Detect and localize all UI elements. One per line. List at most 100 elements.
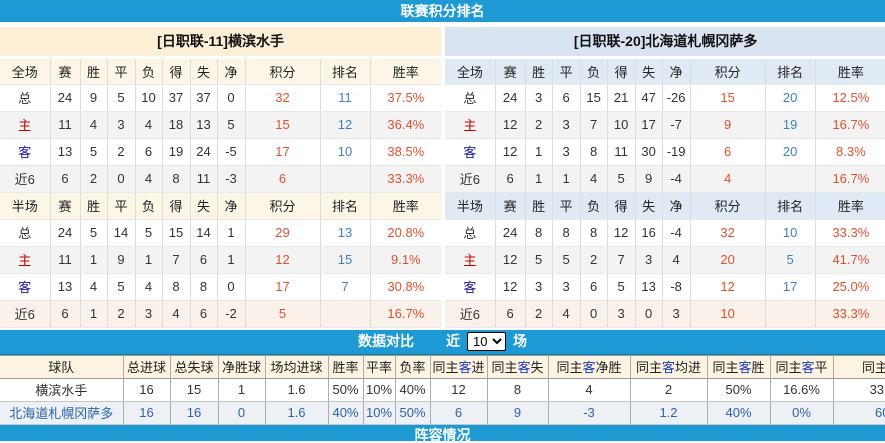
column-header: 净	[217, 192, 246, 220]
stat-cell: 18	[162, 111, 191, 139]
column-header: 积分	[690, 192, 766, 220]
stat-cell: 7	[162, 246, 191, 274]
stat-cell: 6	[552, 84, 581, 112]
stat-cell: 17	[635, 111, 663, 139]
stat-cell: 15	[320, 246, 371, 274]
stat-cell: 12	[320, 111, 371, 139]
column-header: 平	[552, 192, 581, 220]
stat-cell: 11	[320, 84, 371, 112]
games-count-select[interactable]: 10	[467, 332, 506, 351]
compare-cell: 16	[123, 401, 171, 425]
column-header: 平	[107, 57, 136, 85]
column-header: 负	[135, 192, 163, 220]
away-char: 客	[661, 360, 675, 375]
column-header: 得	[162, 192, 191, 220]
column-header: 排名	[320, 57, 371, 85]
stat-cell: 3	[552, 111, 581, 139]
stat-cell: 12	[690, 273, 766, 301]
stat-cell: 33.3%	[815, 219, 885, 247]
stat-cell: 13	[50, 273, 81, 301]
stat-cell: 11	[607, 138, 636, 166]
stat-row: 主 12 5 5 2 7 3 4 20 5 41.7%	[445, 246, 885, 274]
column-header: 排名	[765, 57, 816, 85]
stat-cell: 4	[135, 273, 163, 301]
column-header: 平	[107, 192, 136, 220]
stat-cell: 8	[525, 219, 553, 247]
stat-cell: 6	[495, 165, 526, 193]
compare-cell: 6	[430, 401, 488, 425]
away-char: 客	[738, 360, 752, 375]
compare-cell: 40%	[707, 401, 771, 425]
row-label: 主	[445, 111, 496, 139]
stat-cell: 14	[107, 219, 136, 247]
stat-cell: 3	[107, 111, 136, 139]
compare-header-cell: 同主客平	[770, 355, 834, 379]
stat-cell: 2	[525, 111, 553, 139]
column-header: 胜	[525, 57, 553, 85]
compare-header-cell: 平率	[363, 355, 396, 379]
stat-cell: 9.1%	[370, 246, 442, 274]
column-header-row: 半场赛胜平负得失净积分 排名 胜率	[445, 192, 885, 220]
stat-cell: 5	[135, 219, 163, 247]
compare-header-cell: 同主客失	[487, 355, 549, 379]
comparison-table-wrap: 球队 总进球 总失球 净胜球 场均进球 胜率 平率 负率 同主客进 同主客失 同主客净胜 同主客均进同…	[0, 354, 885, 425]
stat-row: 主 11 4 3 4 18 13 5 15 12 36.4%	[0, 111, 442, 139]
compare-cell: 50%	[328, 378, 364, 402]
column-header: 胜率	[370, 57, 442, 85]
stat-cell: 37	[162, 84, 191, 112]
stat-cell: 0	[107, 165, 136, 193]
row-label: 客	[445, 273, 496, 301]
column-header: 得	[162, 57, 191, 85]
league-ranking-title: 联赛积分排名	[400, 3, 485, 19]
panel-title-row: [日职联-11]横滨水手	[0, 27, 442, 59]
column-header: 负	[135, 57, 163, 85]
stat-cell: 3	[635, 246, 663, 274]
column-header: 赛	[495, 57, 526, 85]
stat-cell: 1	[525, 165, 553, 193]
compare-cell: 50%	[707, 378, 771, 402]
compare-cell: 50%	[395, 401, 431, 425]
stat-cell: 4	[580, 165, 608, 193]
compare-cell: 33.3%	[833, 378, 885, 402]
stat-cell: 3	[552, 273, 581, 301]
column-header: 排名	[765, 192, 816, 220]
stat-cell: 6	[190, 300, 218, 328]
compare-cell: 1.2	[630, 401, 708, 425]
stat-cell: 6	[50, 300, 81, 328]
stat-cell: -7	[662, 111, 691, 139]
stat-cell: 1	[80, 246, 108, 274]
stat-row: 客 12 3 3 6 5 13 -8 12 17 25.0%	[445, 273, 885, 301]
compare-cell: 16	[123, 378, 171, 402]
stat-cell: 8	[580, 138, 608, 166]
stat-cell: 10	[607, 111, 636, 139]
compare-header-cell: 同主客进	[430, 355, 488, 379]
compare-cell: 12	[430, 378, 488, 402]
stat-cell: 2	[107, 300, 136, 328]
stat-cell: 8	[162, 165, 191, 193]
stat-cell: -3	[217, 165, 246, 193]
stat-cell: 16.7%	[815, 165, 885, 193]
stat-cell: 5	[107, 273, 136, 301]
compare-cell: 16	[170, 401, 219, 425]
stats-panel-home-team: [日职联-11]横滨水手 全场赛胜平负得失净积分 排名 胜率总 24 9 5 10 37 37 0 3…	[0, 27, 442, 328]
stat-cell: 9	[690, 111, 766, 139]
column-header: 胜	[80, 192, 108, 220]
stat-cell: 6	[495, 300, 526, 328]
stat-cell: 4	[552, 300, 581, 328]
column-header: 积分	[245, 57, 321, 85]
stat-cell	[765, 300, 816, 328]
compare-cell: 1	[218, 378, 266, 402]
stat-cell: 12	[495, 111, 526, 139]
stat-cell: 8	[552, 219, 581, 247]
stat-cell: 25.0%	[815, 273, 885, 301]
column-header: 赛	[495, 192, 526, 220]
column-header: 胜率	[815, 192, 885, 220]
stat-cell: 30	[635, 138, 663, 166]
stat-row: 近6 6 2 0 4 8 11 -3 6 33.3%	[0, 165, 442, 193]
stats-panel-away-team: [日职联-20]北海道札幌冈萨多 全场赛胜平负得失净积分 排名 胜率总 24 3 6 15 21…	[445, 27, 885, 328]
comparison-table: 球队 总进球 总失球 净胜球 场均进球 胜率 平率 负率 同主客进 同主客失 同主客净胜 同主客均进同…	[0, 354, 885, 425]
stat-row: 客 13 4 5 4 8 8 0 17 7 30.8%	[0, 273, 442, 301]
stat-cell: 29	[245, 219, 321, 247]
column-header: 净	[217, 57, 246, 85]
